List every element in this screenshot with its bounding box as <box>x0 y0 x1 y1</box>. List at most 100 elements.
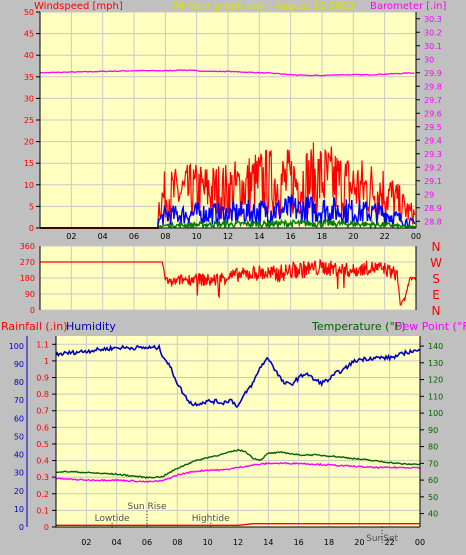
rainfall-tick: 0.2 <box>36 490 49 499</box>
humidity-tick-labels: 0 10 20 30 40 50 60 70 80 90 100 <box>9 336 28 532</box>
barometer-tick: 30.3 <box>424 15 442 24</box>
humidity-line <box>55 343 421 409</box>
rainfall-tick: 0.9 <box>36 374 49 383</box>
temp-hour-tick: 22 <box>385 538 395 547</box>
humidity-tick: 50 <box>14 432 24 441</box>
temperature-tick: 40 <box>428 510 438 519</box>
barometer-line <box>39 69 415 77</box>
rainfall-tick: 0.1 <box>36 506 49 515</box>
barometer-tick: 29 <box>424 190 434 199</box>
temperature-line <box>55 448 421 480</box>
rainfall-tick-labels: 0 0.1 0.2 0.3 0.4 0.5 0.6 0.7 0.8 0.9 1 1.1 <box>36 340 56 532</box>
temperature-tick: 130 <box>428 359 443 368</box>
dewpoint-axis-label: Dew Point (°F) <box>394 320 466 333</box>
barometer-tick-labels: 28.8 28.9 29 29.1 29.2 29.3 29.4 29.5 29.6 29.7 29… <box>416 15 442 226</box>
temp-hour-tick: 06 <box>142 538 152 547</box>
wind-direction-line <box>40 258 417 306</box>
wind-hour-tick: 08 <box>160 232 170 241</box>
windspeed-tick: 40 <box>24 51 34 60</box>
wind-hour-tick: 06 <box>129 232 139 241</box>
barometer-tick: 30.2 <box>424 28 442 37</box>
wind-hour-tick: 00 <box>411 232 421 241</box>
barometer-tick: 29.1 <box>424 177 442 186</box>
windspeed-tick: 45 <box>24 30 34 39</box>
chart-title: 24 hour graph day - August 12 2023 <box>172 1 354 12</box>
windspeed-tick: 50 <box>24 8 34 17</box>
temp-humidity-panel: Lowtide Sun Rise Hightide SunSet 0 10 20 30 40 5… <box>1 320 466 547</box>
windspeed-tick: 0 <box>29 224 34 233</box>
humidity-axis-label: Humidity <box>66 320 116 333</box>
wind-hour-tick: 04 <box>98 232 108 241</box>
barometer-tick: 28.9 <box>424 204 442 213</box>
humidity-tick: 100 <box>9 342 24 351</box>
temp-hour-labels: 02 04 06 08 10 12 14 16 18 20 22 00 <box>81 538 425 547</box>
windspeed-tick: 10 <box>24 181 34 190</box>
barometer-tick: 29.5 <box>424 123 442 132</box>
temperature-tick: 60 <box>428 476 438 485</box>
barometer-tick: 30.1 <box>424 42 442 51</box>
windspeed-axis-label: Windspeed [mph] <box>34 1 123 12</box>
temp-hour-tick: 16 <box>294 538 304 547</box>
temp-hour-tick: 00 <box>415 538 425 547</box>
rainfall-tick: 0.5 <box>36 440 49 449</box>
temperature-tick: 100 <box>428 409 443 418</box>
humidity-tick: 0 <box>19 523 24 532</box>
direction-series <box>40 258 417 306</box>
barometer-tick: 29.4 <box>424 136 442 145</box>
barometer-tick: 29.9 <box>424 69 442 78</box>
direction-degree-tick: 0 <box>30 306 35 315</box>
rainfall-axis-label: Rainfall (.in) <box>1 320 68 333</box>
humidity-tick: 40 <box>14 451 24 460</box>
temperature-tick: 70 <box>428 459 438 468</box>
windspeed-tick-labels: 0 5 10 15 20 25 30 35 40 45 50 <box>24 8 40 233</box>
event-marker-label: Sun Rise <box>128 502 167 512</box>
temp-hour-tick: 10 <box>203 538 213 547</box>
direction-compass-tick: W <box>430 256 442 270</box>
direction-degree-tick: 360 <box>20 242 35 251</box>
humidity-tick: 10 <box>14 505 24 514</box>
temp-hour-tick: 20 <box>354 538 364 547</box>
barometer-tick: 29.7 <box>424 96 442 105</box>
rainfall-tick: 0.4 <box>36 457 49 466</box>
temp-series <box>55 343 421 526</box>
event-marker-label: Lowtide <box>95 514 130 524</box>
barometer-tick: 29.8 <box>424 82 442 91</box>
wind-hour-tick: 10 <box>192 232 202 241</box>
temp-hour-tick: 08 <box>172 538 182 547</box>
temperature-tick: 80 <box>428 443 438 452</box>
humidity-tick: 60 <box>14 414 24 423</box>
rainfall-tick: 0.6 <box>36 423 49 432</box>
humidity-tick: 90 <box>14 360 24 369</box>
temperature-tick: 140 <box>428 342 443 351</box>
wind-hour-tick: 16 <box>286 232 296 241</box>
windspeed-tick: 25 <box>24 116 34 125</box>
barometer-tick: 29.3 <box>424 150 442 159</box>
humidity-tick: 70 <box>14 396 24 405</box>
direction-degree-labels: 0 90 180 270 360 <box>20 242 35 315</box>
humidity-tick: 80 <box>14 378 24 387</box>
barometer-tick: 29.2 <box>424 163 442 172</box>
windspeed-tick: 5 <box>29 202 34 211</box>
barometer-tick: 30 <box>424 55 434 64</box>
windspeed-tick: 35 <box>24 73 34 82</box>
humidity-tick: 20 <box>14 487 24 496</box>
event-marker-label: SunSet <box>366 534 398 544</box>
wind-hour-tick: 12 <box>223 232 233 241</box>
temperature-tick: 110 <box>428 392 443 401</box>
windspeed-tick: 15 <box>24 159 34 168</box>
rainfall-line <box>56 523 420 526</box>
humidity-tick: 30 <box>14 469 24 478</box>
windspeed-tick: 30 <box>24 94 34 103</box>
wind-hour-tick: 20 <box>348 232 358 241</box>
temp-hour-tick: 04 <box>112 538 122 547</box>
rainfall-tick: 0 <box>44 523 49 532</box>
temperature-tick: 90 <box>428 426 438 435</box>
temperature-tick: 50 <box>428 493 438 502</box>
temp-hour-tick: 14 <box>263 538 273 547</box>
wind-hour-tick: 14 <box>254 232 264 241</box>
wind-hour-labels: 02 04 06 08 10 12 14 16 18 20 22 00 <box>66 232 421 241</box>
event-marker-label: Hightide <box>192 514 230 524</box>
